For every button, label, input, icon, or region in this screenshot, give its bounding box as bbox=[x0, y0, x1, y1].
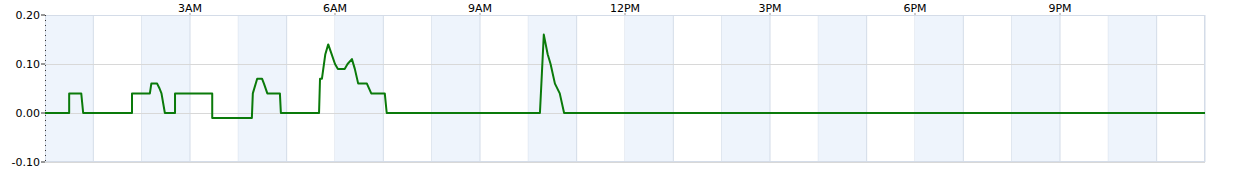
hour-band bbox=[915, 15, 963, 162]
x-tick-label: 3AM bbox=[178, 2, 202, 15]
hour-line bbox=[673, 15, 674, 162]
hour-band bbox=[238, 15, 286, 162]
hour-line bbox=[770, 15, 771, 162]
hour-band bbox=[528, 15, 576, 162]
hour-line bbox=[866, 15, 867, 162]
hour-line bbox=[383, 15, 384, 162]
hour-band bbox=[818, 15, 866, 162]
hour-band bbox=[625, 15, 673, 162]
y-tick-label: 0.00 bbox=[16, 107, 41, 120]
hour-line bbox=[190, 15, 191, 162]
y-tick bbox=[41, 64, 45, 65]
plot-frame bbox=[46, 16, 1205, 162]
hour-band bbox=[142, 15, 190, 162]
hour-band bbox=[1012, 15, 1060, 162]
hour-line bbox=[93, 15, 94, 162]
y-tick-label: 0.10 bbox=[16, 58, 41, 71]
x-tick-label: 6AM bbox=[323, 2, 347, 15]
data-line bbox=[45, 35, 1205, 118]
hour-band bbox=[1108, 15, 1156, 162]
hour-line bbox=[480, 15, 481, 162]
y-tick bbox=[41, 113, 45, 114]
hour-bands bbox=[45, 15, 1205, 162]
hour-line bbox=[286, 15, 287, 162]
x-tick-label: 9PM bbox=[1048, 2, 1071, 15]
y-grid bbox=[45, 64, 1205, 65]
y-tick-label: -0.10 bbox=[12, 156, 40, 169]
plot-area bbox=[45, 35, 1205, 118]
hour-line bbox=[1156, 15, 1157, 162]
hour-band bbox=[335, 15, 383, 162]
x-tick-label: 12PM bbox=[610, 2, 640, 15]
y-grid bbox=[45, 162, 1205, 163]
hour-line bbox=[963, 15, 964, 162]
x-tick-label: 9AM bbox=[468, 2, 492, 15]
x-tick-label: 6PM bbox=[903, 2, 926, 15]
hour-band bbox=[432, 15, 480, 162]
hour-line bbox=[1060, 15, 1061, 162]
hour-band bbox=[45, 15, 93, 162]
hour-band bbox=[722, 15, 770, 162]
y-axis bbox=[45, 15, 46, 162]
y-tick bbox=[41, 162, 45, 163]
hour-line bbox=[576, 15, 577, 162]
chart: 0.20 0.10 0.00 -0.10 3AM 6AM 9AM 12PM 3PM 6PM 9PM bbox=[0, 0, 1250, 178]
x-tick-label: 3PM bbox=[758, 2, 781, 15]
y-tick-label: 0.20 bbox=[16, 9, 41, 22]
y-tick bbox=[41, 15, 45, 16]
